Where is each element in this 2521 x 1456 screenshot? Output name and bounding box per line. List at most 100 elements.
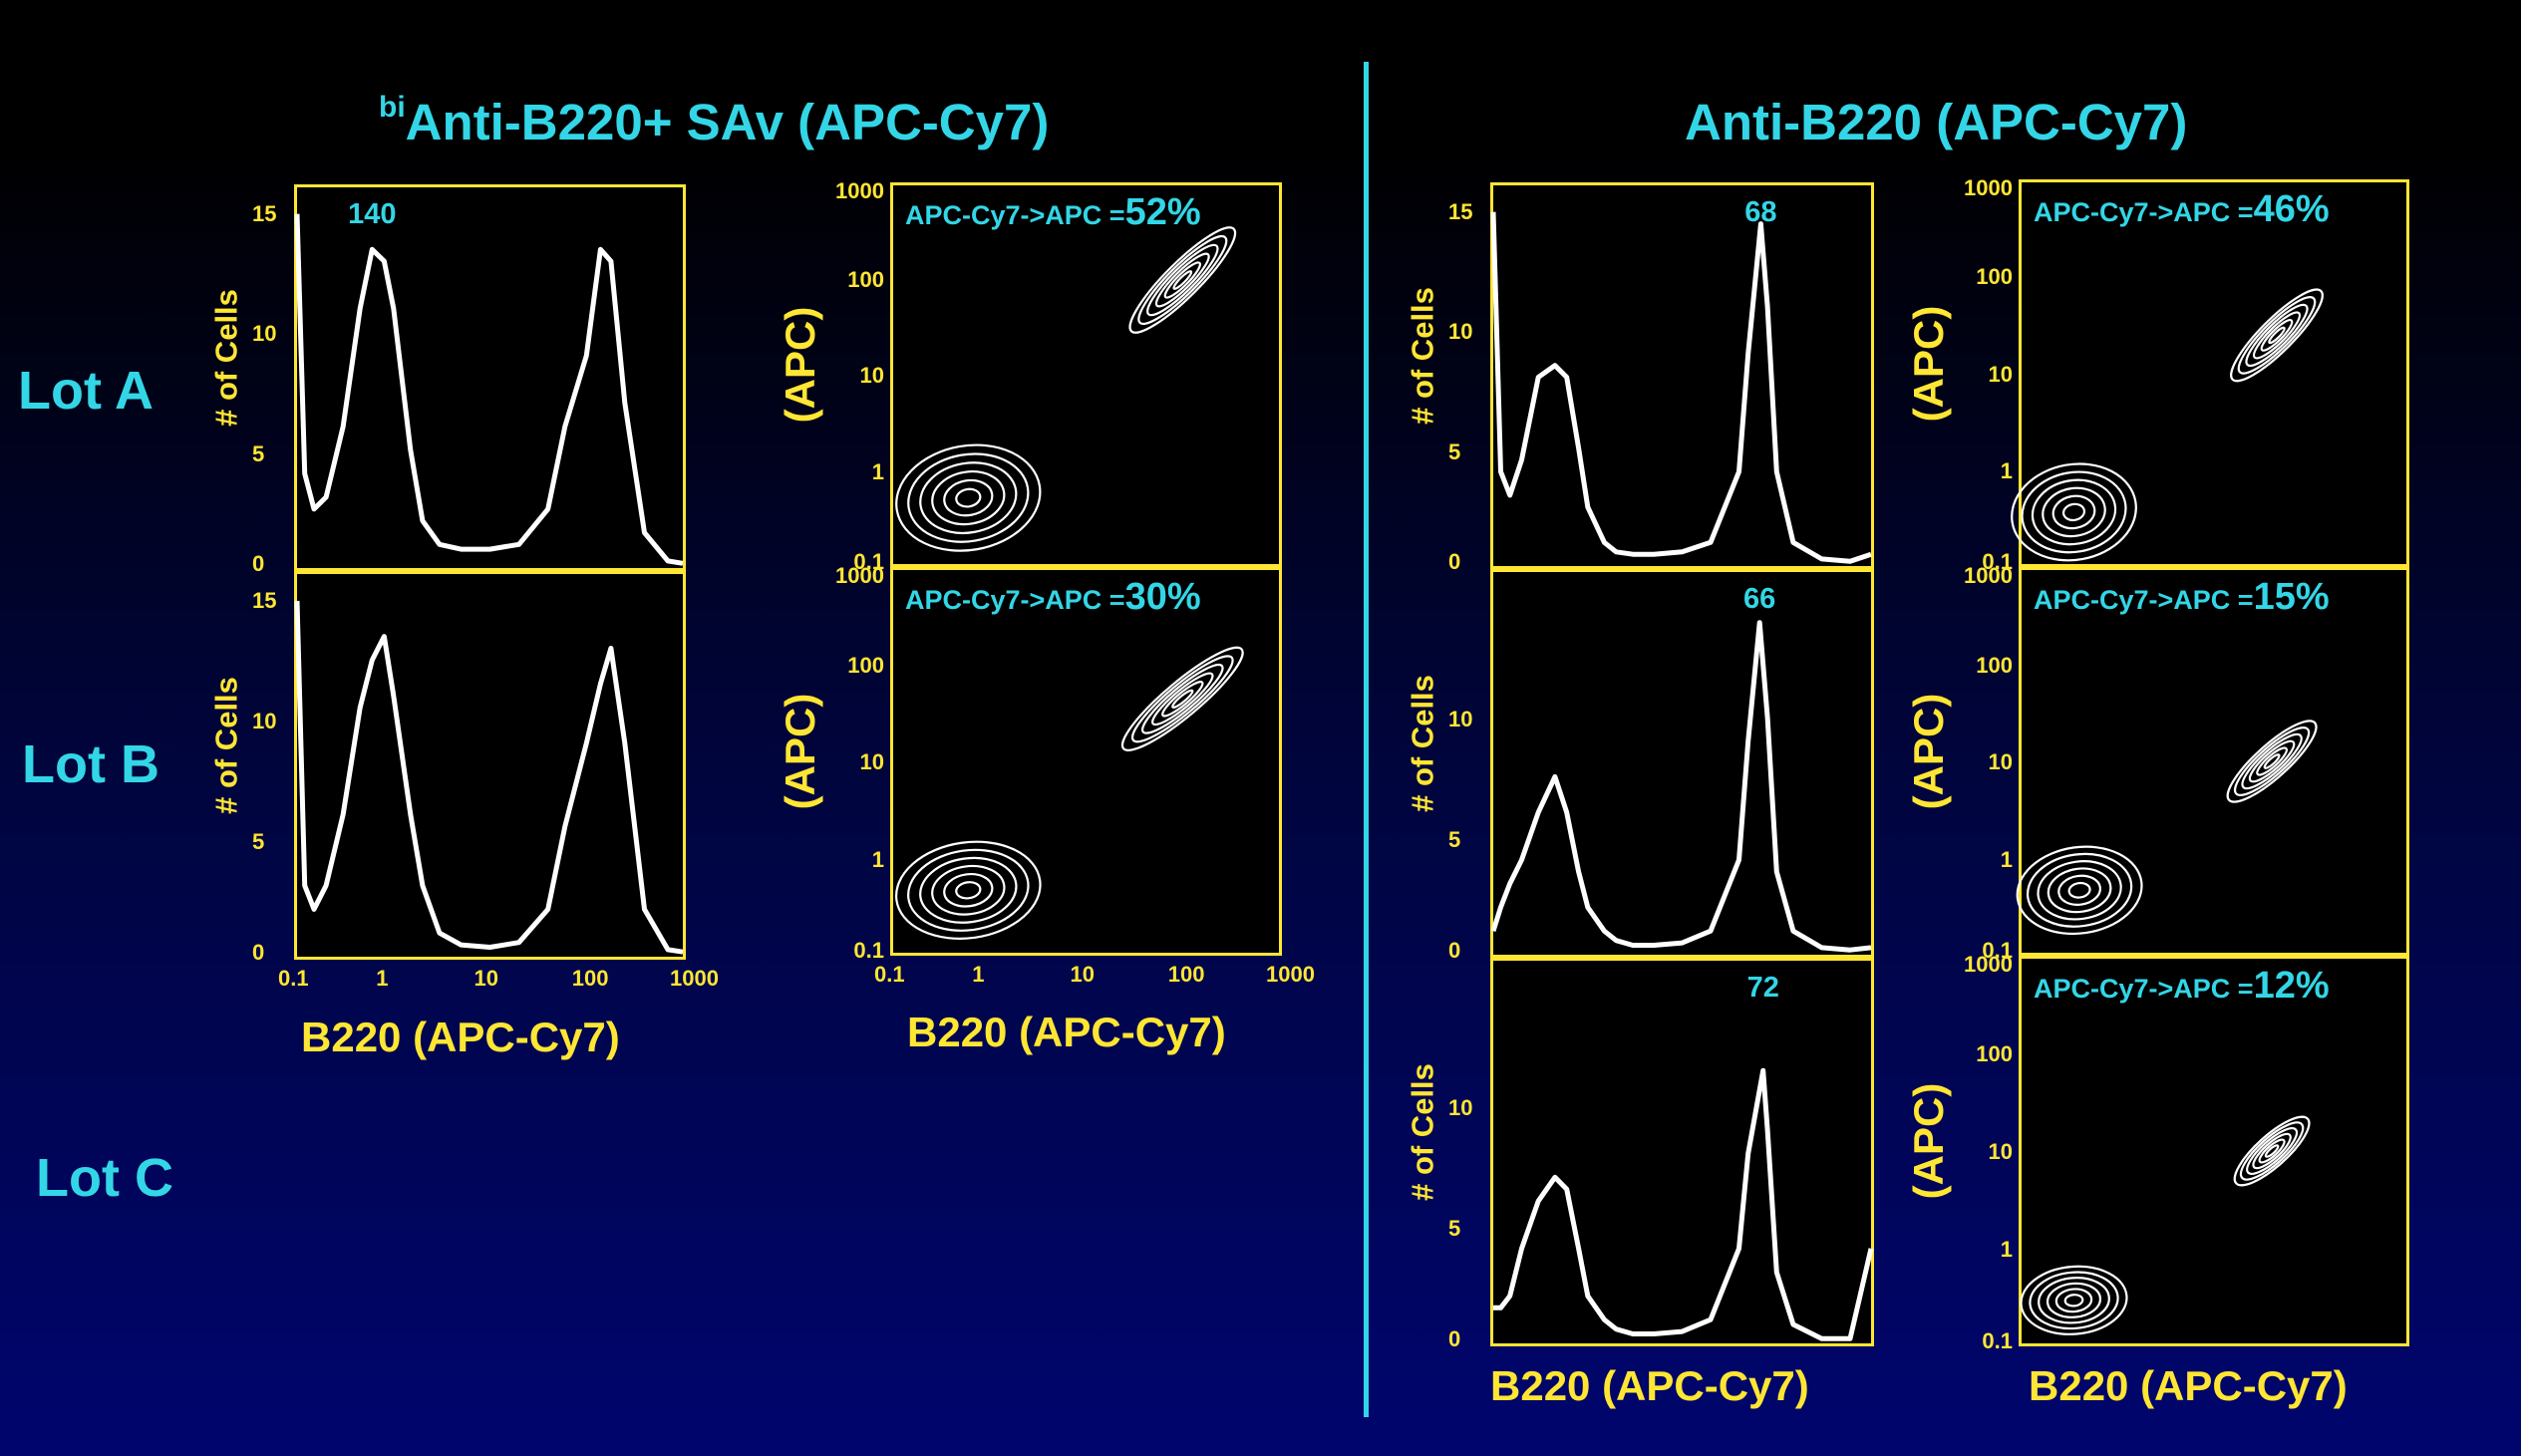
negative-population-contour xyxy=(919,461,1018,534)
negative-population-contour xyxy=(2067,881,2091,899)
histogram-trace xyxy=(294,600,684,955)
y-tick: 0 xyxy=(252,551,265,576)
y-tick: 10 xyxy=(1448,707,1473,732)
positive-population-contour xyxy=(2256,746,2288,776)
positive-population-contour xyxy=(1146,243,1219,317)
log-y-tick: 1 xyxy=(871,846,884,872)
histogram-trace xyxy=(1490,620,1872,953)
left-title: biAnti-B220+ SAv (APC-Cy7) xyxy=(379,93,1049,148)
transfer-percentage: APC-Cy7->APC =15% xyxy=(2034,578,2330,616)
negative-population-contour xyxy=(2063,1294,2084,1308)
transfer-percentage: APC-Cy7->APC =30% xyxy=(905,578,1201,616)
positive-population-contour xyxy=(2245,303,2309,368)
log-y-tick: 10 xyxy=(859,363,884,388)
positive-population-contour xyxy=(1137,234,1228,326)
peak-value-label: 68 xyxy=(1744,196,1777,228)
positive-population-contour xyxy=(1172,270,1193,290)
log-y-tick: 10 xyxy=(1988,749,2013,774)
positive-population-contour xyxy=(2260,319,2294,352)
positive-population-contour xyxy=(2252,311,2302,360)
positive-population-contour xyxy=(1171,689,1194,709)
transfer-percentage: APC-Cy7->APC =52% xyxy=(905,193,1201,231)
histogram-plot xyxy=(294,213,684,566)
x-axis-label-right-contour: B220 (APC-Cy7) xyxy=(2029,1362,2348,1409)
log-y-tick: 1000 xyxy=(1964,563,2013,588)
log-y-tick: 0.1 xyxy=(1982,549,2013,574)
positive-population-contour xyxy=(1163,261,1201,299)
negative-population-contour xyxy=(2054,1288,2093,1313)
y-axis-label-cells: # of Cells xyxy=(208,289,244,427)
contour-x-tick: 1000 xyxy=(1266,962,1315,987)
right-title: Anti-B220 (APC-Cy7) xyxy=(1685,94,2188,150)
y-axis-label-apc: (APC) xyxy=(1905,1082,1952,1200)
transfer-label: APC-Cy7->APC = xyxy=(905,200,1125,230)
transfer-percent-value: 12% xyxy=(2253,965,2330,1007)
log-y-tick: 0.1 xyxy=(853,549,884,574)
negative-population-contour xyxy=(2020,1265,2128,1335)
y-tick: 5 xyxy=(1448,1216,1461,1242)
log-y-tick: 1 xyxy=(2000,846,2013,872)
peak-value-label: 140 xyxy=(348,198,397,230)
histogram-panel xyxy=(294,184,686,571)
negative-population-contour xyxy=(931,470,1006,526)
contour-x-tick: 1 xyxy=(972,962,985,987)
left-title-superscript: bi xyxy=(379,91,406,124)
y-axis-label-apc: (APC) xyxy=(777,693,823,810)
transfer-percent-value: 52% xyxy=(1124,191,1201,233)
positive-population-contour xyxy=(2268,326,2286,345)
negative-population-contour xyxy=(931,864,1006,916)
transfer-percentage: APC-Cy7->APC =46% xyxy=(2034,190,2330,228)
negative-population-contour xyxy=(2038,1277,2110,1324)
transfer-percent-value: 30% xyxy=(1124,576,1201,618)
negative-population-contour xyxy=(2042,486,2106,538)
contour-x-tick: 0.1 xyxy=(874,962,905,987)
log-y-tick: 100 xyxy=(1976,652,2013,678)
positive-population-contour xyxy=(2246,1127,2299,1175)
positive-population-contour xyxy=(1161,681,1204,718)
log-y-tick: 0.1 xyxy=(1982,1328,2013,1353)
contour-x-tick: 10 xyxy=(1070,962,1095,987)
log-y-tick: 10 xyxy=(1988,1139,2013,1164)
positive-population-contour xyxy=(1130,655,1234,743)
positive-population-contour xyxy=(1154,252,1210,308)
log-y-tick: 1000 xyxy=(835,178,884,203)
y-axis-label-apc: (APC) xyxy=(777,306,823,424)
negative-population-contour xyxy=(2061,502,2086,522)
contour-x-tick: 100 xyxy=(1167,962,1205,987)
y-axis-label-apc: (APC) xyxy=(1905,693,1952,810)
contour-plot xyxy=(2020,1115,2311,1335)
y-tick: 0 xyxy=(252,940,265,965)
histogram-panel xyxy=(1490,958,1874,1346)
transfer-label: APC-Cy7->APC = xyxy=(2034,974,2254,1004)
log-y-tick: 100 xyxy=(847,652,884,678)
peak-value-label: 66 xyxy=(1743,583,1776,615)
negative-population-contour xyxy=(907,452,1030,543)
negative-population-contour xyxy=(955,881,982,900)
y-tick: 15 xyxy=(1448,199,1473,225)
y-axis-label-cells: # of Cells xyxy=(1405,287,1440,425)
y-tick: 5 xyxy=(1448,438,1461,464)
x-axis-label-left-contour: B220 (APC-Cy7) xyxy=(907,1009,1226,1055)
histogram-plot xyxy=(1490,211,1872,564)
log-y-tick: 0.1 xyxy=(1982,938,2013,963)
y-axis-label-cells: # of Cells xyxy=(208,677,244,814)
x-axis-label-left-hist: B220 (APC-Cy7) xyxy=(301,1014,620,1060)
contour-plot xyxy=(2016,720,2318,936)
positive-population-contour xyxy=(1140,663,1224,734)
log-y-tick: 1000 xyxy=(1964,175,2013,200)
contour-plot xyxy=(895,226,1237,552)
log-y-tick: 10 xyxy=(1988,361,2013,387)
histogram-x-tick: 10 xyxy=(473,966,498,991)
contour-panel: APC-Cy7->APC =30% xyxy=(890,567,1282,956)
negative-population-contour xyxy=(2051,494,2096,530)
negative-population-contour xyxy=(919,856,1018,924)
negative-population-contour xyxy=(2046,1282,2102,1318)
log-y-tick: 100 xyxy=(1976,1041,2013,1066)
log-y-tick: 0.1 xyxy=(853,938,884,963)
histogram-plot xyxy=(1493,1067,1874,1341)
histogram-panel xyxy=(1490,569,1874,958)
y-tick: 5 xyxy=(1448,827,1461,853)
positive-population-contour xyxy=(1120,646,1244,751)
positive-population-contour xyxy=(1128,226,1237,334)
histogram-trace xyxy=(1490,211,1872,564)
